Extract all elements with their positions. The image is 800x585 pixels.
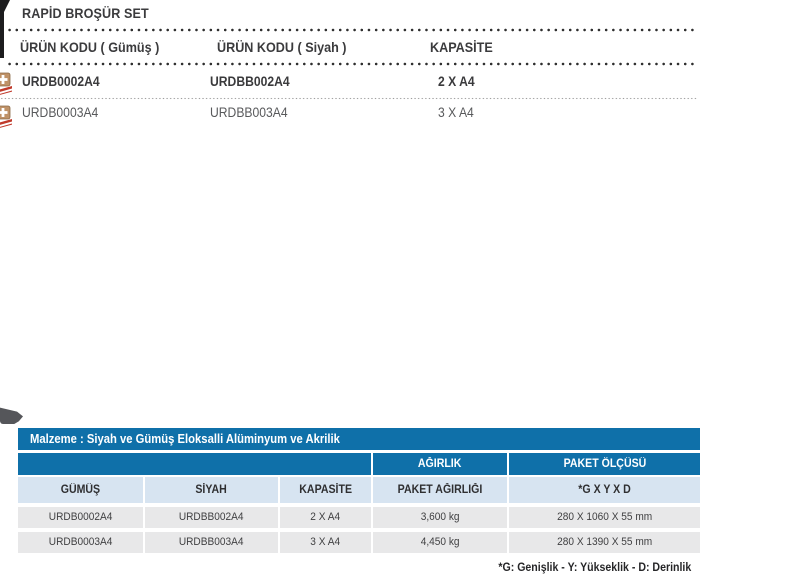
dotted-separator-header: [6, 62, 696, 66]
table-row: URDB0002A4 URDBB002A4 2 X A4 3,600 kg 28…: [18, 507, 700, 528]
product-capacity: 3 X A4: [438, 105, 474, 120]
cell-black-code: URDBB003A4: [145, 532, 278, 553]
spec-table: Malzeme : Siyah ve Gümüş Eloksalli Alümi…: [18, 428, 700, 557]
cell-black-code: URDBB002A4: [145, 507, 278, 528]
product-capacity: 2 X A4: [438, 74, 475, 89]
table-row: URDB0003A4 URDBB003A4 3 X A4 4,450 kg 28…: [18, 532, 700, 553]
cell-package-weight: 3,600 kg: [373, 507, 507, 528]
group-header-package-size: PAKET ÖLÇÜSÜ: [509, 453, 700, 475]
arrow-pointer-icon: [0, 407, 23, 424]
column-header-row: GÜMÜŞ SİYAH KAPASİTE PAKET AĞIRLIĞI *G X…: [18, 477, 700, 503]
page-title-text: RAPİD BROŞÜR SET: [22, 5, 149, 21]
dotted-separator-rows: [0, 97, 697, 100]
product-marker-icon: [0, 72, 12, 95]
product-code-black: URDBB003A4: [210, 105, 288, 120]
page-title: RAPİD BROŞÜR SET: [22, 5, 163, 21]
material-header: Malzeme : Siyah ve Gümüş Eloksalli Alümi…: [18, 428, 700, 450]
product-code-silver: URDB0002A4: [22, 74, 100, 89]
col-header-silver: GÜMÜŞ: [18, 477, 143, 503]
column-header-capacity: KAPASİTE: [430, 39, 493, 55]
col-header-gxyxd: *G X Y X D: [509, 477, 700, 503]
product-marker-icon: [0, 105, 12, 128]
product-code-black: URDBB002A4: [210, 74, 290, 89]
group-header-empty: [18, 453, 371, 475]
cell-capacity: 2 X A4: [280, 507, 371, 528]
cell-package-weight: 4,450 kg: [373, 532, 507, 553]
cell-package-size: 280 X 1060 X 55 mm: [509, 507, 700, 528]
group-header-weight: AĞIRLIK: [373, 453, 507, 475]
group-header-row: AĞIRLIK PAKET ÖLÇÜSÜ: [18, 453, 700, 475]
dotted-separator-top: [6, 28, 696, 32]
column-header-black: ÜRÜN KODU ( Siyah ): [217, 39, 347, 55]
col-header-capacity: KAPASİTE: [280, 477, 371, 503]
cell-silver-code: URDB0003A4: [18, 532, 143, 553]
product-code-silver: URDB0003A4: [22, 105, 99, 120]
dimension-legend: *G: Genişlik - Y: Yükseklik - D: Derinli…: [498, 562, 692, 574]
cell-package-size: 280 X 1390 X 55 mm: [509, 532, 700, 553]
cell-capacity: 3 X A4: [280, 532, 371, 553]
col-header-package-weight: PAKET AĞIRLIĞI: [373, 477, 507, 503]
column-header-silver: ÜRÜN KODU ( Gümüş ): [20, 39, 160, 55]
cell-silver-code: URDB0002A4: [18, 507, 143, 528]
col-header-black: SİYAH: [145, 477, 278, 503]
